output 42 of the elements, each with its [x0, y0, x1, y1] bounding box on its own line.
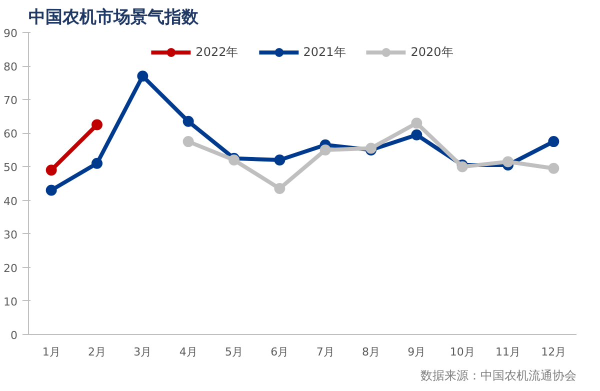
y-tick-label: 0 [10, 329, 18, 342]
x-tick-label: 7月 [316, 346, 334, 358]
x-tick-label: 2月 [88, 346, 106, 358]
point [411, 129, 422, 140]
legend-label: 2020年 [410, 44, 454, 60]
y-tick-label: 80 [4, 60, 18, 74]
x-tick-label: 6月 [270, 346, 289, 358]
point [320, 144, 331, 156]
legend-label: 2021年 [303, 44, 346, 60]
x-tick-label: 5月 [225, 346, 243, 358]
point [274, 183, 286, 194]
source-note: 数据来源：中国农机流通协会 [420, 368, 576, 382]
point [411, 118, 422, 129]
x-tick-label: 10月 [450, 346, 475, 358]
point [548, 136, 560, 148]
point [92, 119, 102, 130]
x-tick-label: 9月 [408, 346, 426, 358]
point [46, 184, 57, 196]
point [46, 164, 57, 176]
x-tick-label: 1月 [42, 346, 60, 358]
point [182, 116, 194, 127]
x-tick-label: 8月 [362, 346, 380, 358]
y-tick-label: 30 [4, 228, 18, 242]
x-tick-label: 11月 [496, 346, 520, 358]
y-tick-label: 20 [4, 262, 18, 275]
y-tick-label: 50 [4, 161, 18, 174]
x-tick-label: 4月 [179, 346, 198, 358]
x-tick-label: 3月 [134, 346, 152, 358]
x-tick-label: 12月 [541, 346, 566, 358]
y-tick-label: 90 [4, 27, 18, 40]
point [274, 154, 286, 166]
point [502, 156, 514, 168]
point [92, 158, 102, 169]
point [182, 136, 194, 148]
point [137, 70, 148, 82]
y-tick-label: 60 [4, 128, 18, 141]
y-tick-label: 10 [4, 295, 18, 308]
chart-title: 中国农机市场景气指数 [28, 8, 200, 28]
y-tick-label: 40 [4, 194, 18, 208]
legend-label: 2022年 [196, 44, 238, 60]
y-tick-label: 70 [4, 94, 18, 108]
point [548, 162, 560, 174]
